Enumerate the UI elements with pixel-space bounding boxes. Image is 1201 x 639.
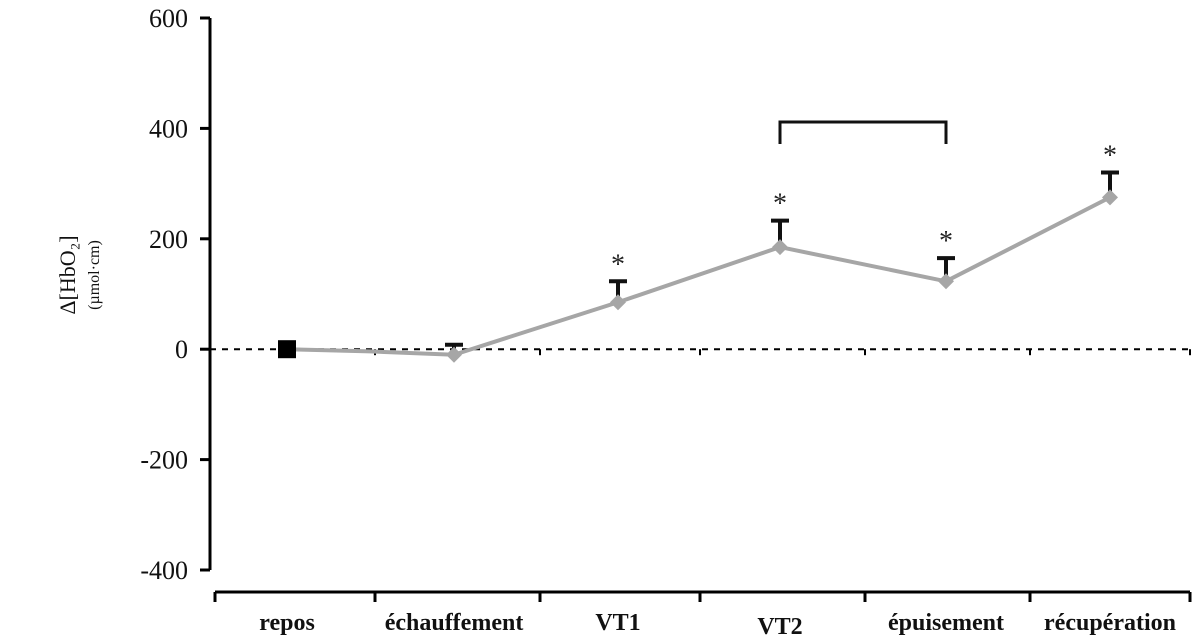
- significance-asterisk: *: [939, 226, 953, 257]
- significance-asterisk: *: [773, 189, 787, 220]
- x-category-label: échauffement: [385, 610, 524, 636]
- data-point-diamond: [1102, 189, 1118, 206]
- y-tick-label: -400: [140, 556, 188, 585]
- series-line: [286, 195, 1111, 357]
- y-tick-label: 200: [149, 225, 188, 254]
- y-tick-label: 600: [149, 4, 188, 33]
- significance-asterisk: *: [611, 249, 625, 280]
- y-tick-label: 400: [149, 114, 188, 143]
- chart-marks: [278, 120, 1119, 363]
- x-category-label: récupération: [1044, 610, 1176, 636]
- data-point-diamond: [610, 294, 626, 311]
- chart-labels: repos échauffement VT1 VT2 épuisement récupér…: [55, 141, 1176, 639]
- data-point-diamond: [938, 273, 954, 290]
- axes: 600 400 200 0 -200 -400: [140, 4, 1192, 602]
- x-category-label: épuisement: [888, 610, 1004, 636]
- data-point-diamond: [772, 239, 788, 256]
- data-point-diamond: [446, 346, 462, 363]
- x-category-label: repos: [259, 610, 315, 636]
- x-category-label: VT1: [595, 610, 640, 636]
- y-tick-label: 0: [175, 335, 188, 364]
- data-point-square: [278, 340, 296, 359]
- y-tick-label: -200: [140, 446, 188, 475]
- y-axis-unit: (µmol·cm): [86, 240, 103, 310]
- y-axis-label: Δ[HbO₂]: [55, 235, 80, 314]
- significance-asterisk: *: [1103, 141, 1117, 172]
- comparison-bracket: [778, 120, 948, 144]
- x-category-label: VT2: [757, 614, 802, 639]
